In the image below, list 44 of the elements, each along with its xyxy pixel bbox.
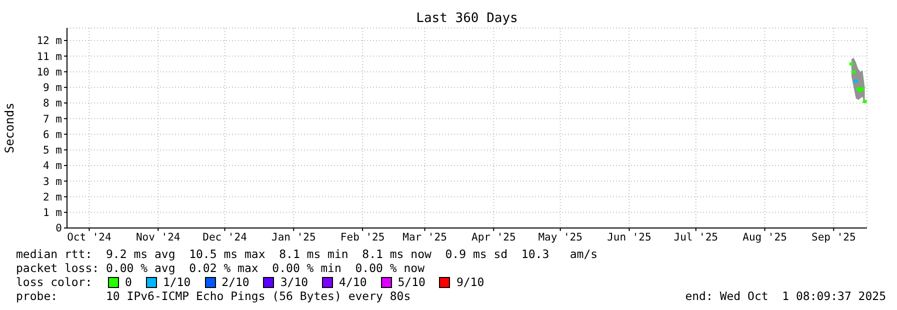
x-tick-label: Aug '25 bbox=[742, 231, 787, 244]
x-tick-label: Jun '25 bbox=[607, 231, 652, 244]
x-tick-label: Feb '25 bbox=[340, 231, 385, 244]
text: probe: 10 IPv6-ICMP Echo Pings (56 Bytes) every 80s bbox=[16, 289, 411, 303]
y-tick-label: 0 bbox=[56, 222, 62, 235]
x-tick-label: Dec '24 bbox=[202, 231, 247, 244]
y-tick-label: 7 m bbox=[43, 113, 62, 126]
y-tick-label: 11 m bbox=[36, 50, 62, 63]
point bbox=[860, 87, 865, 90]
y-tick-label: 1 m bbox=[43, 207, 62, 220]
y-tick-label: 9 m bbox=[43, 82, 62, 94]
y-tick-label: 3 m bbox=[43, 176, 62, 188]
point bbox=[849, 62, 854, 66]
legend-label: 9/10 bbox=[455, 275, 484, 289]
y-tick-label: 8 m bbox=[43, 98, 62, 110]
text: end: Wed Oct 1 08:09:37 2025 bbox=[685, 289, 886, 303]
y-axis-title: Seconds bbox=[2, 102, 16, 154]
x-tick-label: Sep '25 bbox=[812, 231, 856, 244]
y-tick-label: 10 m bbox=[36, 66, 62, 78]
point bbox=[854, 80, 858, 83]
text: median rtt: 9.2 ms avg 10.5 ms max 8.1 ms min 8.1 ms now 0.9 ms sd 10.3 am/s bbox=[16, 247, 599, 261]
legend-label: 3/10 bbox=[279, 275, 308, 289]
legend-label: 2/10 bbox=[220, 275, 250, 289]
point bbox=[862, 100, 867, 103]
legend-label: 4/10 bbox=[338, 275, 367, 289]
y-tick-label: 4 m bbox=[43, 160, 62, 172]
legend-label: 0 bbox=[124, 275, 132, 289]
y-tick-label: 2 m bbox=[43, 191, 62, 204]
x-tick-label: Oct '24 bbox=[67, 231, 112, 244]
x-tick-label: Jan '25 bbox=[272, 231, 316, 244]
x-tick-label: Jul '25 bbox=[674, 231, 718, 244]
y-tick-label: 5 m bbox=[43, 144, 62, 157]
x-tick-label: Nov '24 bbox=[136, 231, 180, 244]
legend-title: loss color: bbox=[16, 275, 94, 289]
point bbox=[852, 70, 856, 74]
legend-label: 5/10 bbox=[396, 275, 426, 289]
chart-title: Last 360 Days bbox=[415, 11, 519, 26]
text: packet loss: 0.00 % avg 0.02 % max 0.00 % min 0.00 % now bbox=[16, 261, 426, 275]
y-tick-label: 12 m bbox=[36, 35, 62, 48]
x-tick-label: Apr '25 bbox=[472, 231, 516, 244]
legend-label: 1/10 bbox=[162, 275, 191, 289]
y-tick-label: 6 m bbox=[43, 128, 62, 141]
x-tick-label: May '25 bbox=[538, 231, 582, 244]
x-tick-label: Mar '25 bbox=[402, 231, 447, 244]
